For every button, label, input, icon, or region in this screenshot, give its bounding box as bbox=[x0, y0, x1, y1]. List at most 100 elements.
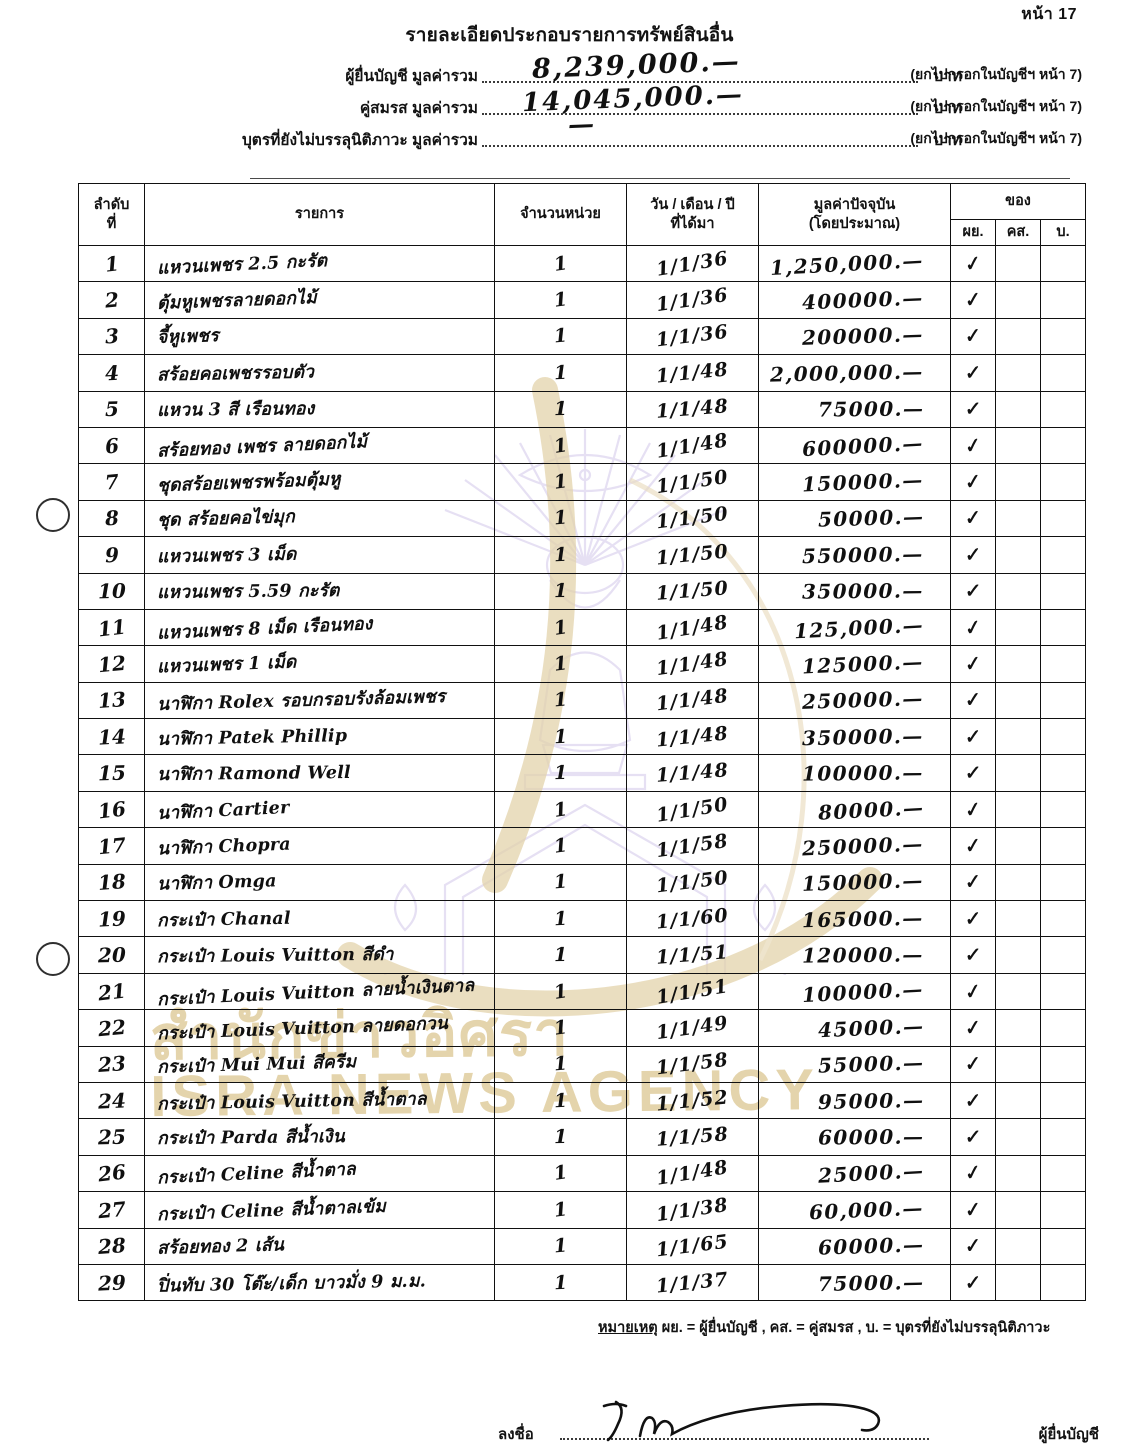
row-owner-child bbox=[1039, 390, 1087, 428]
header-quantity: จำนวนหน่วย bbox=[494, 183, 627, 246]
row-index-text: 21 bbox=[96, 977, 127, 1006]
row-owner-spouse bbox=[995, 317, 1041, 356]
row-date-acquired-text: 1/1/37 bbox=[655, 1268, 730, 1298]
row-owner-child bbox=[1039, 536, 1087, 574]
row-date-acquired: 1/1/65 bbox=[626, 1227, 759, 1265]
row-date-acquired: 1/1/51 bbox=[626, 972, 759, 1011]
row-owner-declarant: ✓ bbox=[950, 681, 996, 720]
row-owner-spouse bbox=[995, 645, 1041, 683]
footer-note-label: หมายเหตุ bbox=[598, 1320, 658, 1336]
check-icon: ✓ bbox=[963, 978, 983, 1005]
summary-dots-declarant bbox=[482, 79, 918, 83]
row-owner-child bbox=[1039, 1009, 1087, 1047]
summary-block: ผู้ยื่นบัญชี มูลค่ารวม 8,239,000.— บาท (… bbox=[242, 46, 1082, 179]
row-index: 20 bbox=[78, 936, 145, 974]
row-owner-child bbox=[1039, 1118, 1087, 1156]
row-item-description-text: กระเป๋า Louis Vuitton สีดำ bbox=[156, 944, 394, 968]
table-row: 5 แหวน 3 สี เรือนทอง 1 1/1/48 75000.— ✓ bbox=[78, 390, 1087, 428]
row-owner-declarant: ✓ bbox=[950, 790, 996, 829]
row-date-acquired: 1/1/60 bbox=[626, 900, 759, 938]
row-owner-spouse bbox=[995, 1227, 1041, 1265]
row-index: 23 bbox=[78, 1045, 145, 1083]
row-current-value-text: 150000.— bbox=[801, 868, 925, 897]
row-date-acquired: 1/1/48 bbox=[626, 718, 759, 756]
row-date-acquired-text: 1/1/50 bbox=[655, 503, 730, 534]
row-owner-child bbox=[1039, 499, 1087, 538]
row-quantity-text: 1 bbox=[552, 1198, 569, 1222]
row-item-description: กระเป๋า Louis Vuitton ลายดอกวน bbox=[144, 1009, 495, 1047]
row-item-description-text: ปิ่นทับ 30 โต๊ะ/เด็ก บาวมั่ง 9 ม.ม. bbox=[156, 1271, 427, 1297]
row-current-value-text: 50000.— bbox=[817, 504, 925, 533]
row-current-value-text: 165000.— bbox=[802, 905, 925, 932]
summary-row-spouse: คู่สมรส มูลค่ารวม 14,045,000.— บาท (ยกไป… bbox=[250, 80, 1082, 124]
row-owner-spouse bbox=[995, 281, 1041, 319]
assets-table-wrapper: ลำดับ ที่ รายการ จำนวนหน่วย วัน / เดือน … bbox=[78, 183, 1087, 1302]
check-icon: ✓ bbox=[963, 614, 983, 641]
row-index: 24 bbox=[78, 1081, 145, 1120]
row-index: 29 bbox=[78, 1263, 145, 1302]
row-owner-declarant: ✓ bbox=[950, 863, 996, 902]
row-quantity-text: 1 bbox=[553, 907, 568, 931]
row-item-description: กระเป๋า Celine สีน้ำตาล bbox=[144, 1154, 495, 1193]
row-owner-declarant: ✓ bbox=[950, 244, 996, 283]
row-current-value-text: 200000.— bbox=[801, 322, 925, 351]
row-owner-child bbox=[1039, 608, 1087, 647]
row-index: 11 bbox=[78, 608, 145, 647]
row-current-value: 200000.— bbox=[758, 317, 951, 356]
row-owner-child bbox=[1039, 718, 1087, 756]
row-owner-declarant: ✓ bbox=[950, 317, 996, 356]
row-owner-spouse bbox=[995, 608, 1041, 647]
row-index: 26 bbox=[78, 1154, 145, 1193]
row-index-text: 11 bbox=[96, 614, 127, 642]
row-owner-spouse bbox=[995, 1045, 1041, 1083]
row-current-value: 60000.— bbox=[758, 1227, 951, 1265]
row-current-value: 600000.— bbox=[758, 426, 951, 465]
row-owner-declarant: ✓ bbox=[950, 426, 996, 465]
check-icon: ✓ bbox=[964, 324, 982, 349]
row-current-value-text: 55000.— bbox=[817, 1050, 925, 1078]
header-date-acquired: วัน / เดือน / ปี ที่ได้มา bbox=[626, 183, 759, 246]
summary-note-minor-children: (ยกไปกรอกในบัญชีฯ หน้า 7) bbox=[910, 130, 1082, 146]
row-quantity: 1 bbox=[494, 827, 627, 865]
row-current-value: 165000.— bbox=[758, 900, 951, 938]
table-row: 23 กระเป๋า Mui Mui สีครีม 1 1/1/58 55000.— ✓ bbox=[78, 1045, 1087, 1083]
row-owner-spouse bbox=[995, 499, 1041, 538]
row-quantity-text: 1 bbox=[552, 1052, 569, 1076]
row-index-text: 5 bbox=[104, 397, 119, 422]
table-row: 21 กระเป๋า Louis Vuitton ลายน้ำเงินตาล 1 1/… bbox=[78, 972, 1087, 1011]
summary-unit-declarant: บาท bbox=[933, 68, 962, 85]
row-index-text: 1 bbox=[103, 250, 120, 277]
row-quantity: 1 bbox=[494, 863, 627, 902]
check-icon: ✓ bbox=[964, 1197, 982, 1223]
row-owner-child bbox=[1039, 790, 1087, 829]
row-item-description-text: นาฬิกา Patek Phillip bbox=[156, 725, 348, 750]
row-quantity: 1 bbox=[494, 608, 627, 647]
row-owner-declarant: ✓ bbox=[950, 754, 996, 792]
row-owner-declarant: ✓ bbox=[950, 972, 996, 1011]
row-date-acquired: 1/1/48 bbox=[626, 354, 759, 392]
table-row: 15 นาฬิกา Ramond Well 1 1/1/48 100000.— ✓ bbox=[78, 754, 1087, 792]
row-quantity-text: 1 bbox=[552, 615, 569, 640]
row-quantity-text: 1 bbox=[552, 506, 569, 530]
row-owner-child bbox=[1039, 354, 1087, 392]
row-owner-declarant: ✓ bbox=[950, 1045, 996, 1083]
row-item-description: สร้อยทอง 2 เส้น bbox=[144, 1227, 495, 1265]
row-owner-declarant: ✓ bbox=[950, 390, 996, 428]
row-item-description: ชุดสร้อยเพชรพร้อมตุ้มหู bbox=[144, 463, 495, 501]
row-index: 18 bbox=[78, 863, 145, 902]
row-date-acquired-text: 1/1/50 bbox=[655, 540, 730, 570]
row-item-description-text: กระเป๋า Louis Vuitton ลายน้ำเงินตาล bbox=[156, 975, 475, 1010]
row-quantity-text: 1 bbox=[552, 288, 569, 312]
row-owner-declarant: ✓ bbox=[950, 354, 996, 392]
check-icon: ✓ bbox=[964, 1052, 982, 1077]
row-current-value-text: 550000.— bbox=[802, 541, 925, 569]
row-date-acquired-text: 1/1/50 bbox=[655, 866, 730, 898]
row-item-description-text: แหวนเพชร 5.59 กะรัต bbox=[156, 581, 340, 604]
row-index: 17 bbox=[78, 827, 145, 865]
check-icon: ✓ bbox=[964, 833, 982, 859]
row-current-value-text: 125000.— bbox=[801, 649, 925, 679]
row-quantity: 1 bbox=[494, 900, 627, 938]
row-date-acquired: 1/1/58 bbox=[626, 1045, 759, 1083]
row-index-text: 26 bbox=[96, 1159, 127, 1187]
table-row: 28 สร้อยทอง 2 เส้น 1 1/1/65 60000.— ✓ bbox=[78, 1227, 1087, 1265]
